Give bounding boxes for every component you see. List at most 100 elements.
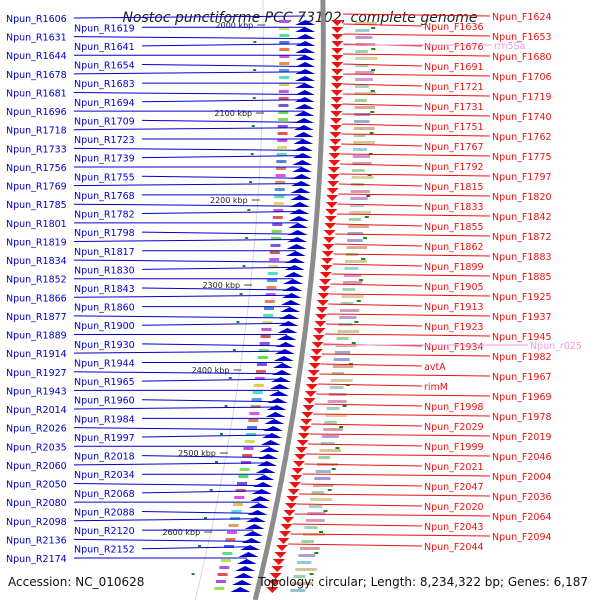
forward-gene-label: Npun_F2094 <box>492 532 552 543</box>
orthology-feature <box>353 127 375 130</box>
forward-label-connector <box>343 33 491 37</box>
gc-mark <box>198 545 201 547</box>
forward-strand-feature <box>287 489 300 495</box>
gc-mark <box>319 531 323 533</box>
orthology-feature <box>349 204 364 207</box>
reverse-strand-feature <box>283 272 304 277</box>
forward-label-connector <box>330 283 423 287</box>
forward-label-connector <box>328 303 423 307</box>
orthology-feature <box>254 377 265 380</box>
orthology-feature <box>308 505 323 508</box>
forward-gene-label: Npun_F1923 <box>424 322 484 333</box>
forward-gene-label: Npun_F1899 <box>424 262 484 273</box>
orthology-feature <box>355 22 377 25</box>
gc-mark <box>251 125 255 127</box>
orthology-feature <box>273 209 284 212</box>
scale-ring <box>194 0 264 600</box>
forward-label-connector <box>337 203 423 207</box>
forward-label-connector <box>339 173 491 177</box>
orthology-feature <box>355 78 373 81</box>
orthology-feature <box>333 358 350 361</box>
forward-label-connector <box>302 473 491 477</box>
forward-label-connector <box>322 353 491 357</box>
orthology-feature <box>279 34 290 37</box>
orthology-feature <box>244 440 255 443</box>
forward-strand-feature <box>331 62 344 68</box>
forward-gene-label: Npun_F2047 <box>424 482 484 493</box>
forward-label-connector <box>341 123 423 127</box>
reverse-gene-label: Npun_R1860 <box>74 303 135 314</box>
forward-strand-feature <box>331 55 344 61</box>
orthology-feature <box>343 274 362 277</box>
forward-strand-feature <box>300 419 313 425</box>
reverse-strand-feature <box>294 104 315 109</box>
forward-gene-label: Npun_F1792 <box>424 162 484 173</box>
gc-mark <box>354 321 359 323</box>
forward-label-connector <box>296 503 423 507</box>
reverse-strand-feature <box>294 111 315 116</box>
rna-gene-label: Npun_r025 <box>530 341 582 352</box>
reverse-gene-label: Npun_R1801 <box>6 219 67 230</box>
reverse-gene-label: Npun_R2088 <box>74 507 135 518</box>
reverse-strand-feature <box>295 27 316 32</box>
orthology-feature <box>355 85 369 88</box>
scale-tick-layer: 2000 kbp 2100 kbp 2200 kbp 2300 kbp 2400 kbp… <box>162 21 266 537</box>
reverse-strand-feature <box>295 20 316 25</box>
orthology-feature <box>327 400 347 403</box>
reverse-label-connector <box>141 175 302 179</box>
gc-mark <box>323 510 328 512</box>
forward-label-connector <box>308 443 423 447</box>
reverse-strand-feature <box>277 328 298 333</box>
gc-mark <box>249 181 253 183</box>
reverse-label-connector <box>141 99 305 103</box>
orthology-feature <box>274 195 285 198</box>
gc-mark <box>356 300 361 302</box>
orthology-feature <box>269 251 280 254</box>
gc-mark <box>359 279 364 281</box>
forward-strand-feature <box>326 195 339 201</box>
reverse-gene-label: Npun_R2068 <box>74 489 135 500</box>
reverse-gene-label: Npun_R2136 <box>6 535 67 546</box>
orthology-feature <box>345 260 367 263</box>
reverse-strand-feature <box>280 300 301 305</box>
forward-strand-feature <box>292 461 305 467</box>
forward-gene-label: Npun_F1833 <box>424 202 484 213</box>
scale-tick-label: 2100 kbp <box>214 109 252 118</box>
reverse-label-connector <box>141 378 281 382</box>
orthology-feature <box>225 538 236 541</box>
orthology-feature <box>243 447 254 450</box>
forward-gene-label: Npun_F1719 <box>492 92 552 103</box>
forward-label-connector <box>336 213 491 217</box>
forward-label-connector <box>342 113 491 117</box>
backbone-layer <box>194 0 326 600</box>
reverse-gene-label: Npun_R1785 <box>6 200 67 211</box>
forward-label-connector <box>341 143 423 147</box>
forward-strand-feature <box>283 510 296 516</box>
forward-gene-label: Npun_F1797 <box>492 172 552 183</box>
orthology-feature <box>252 391 263 394</box>
forward-strand-feature <box>305 384 318 390</box>
orthology-feature <box>304 526 318 529</box>
forward-gene-label: Npun_F2043 <box>424 522 484 533</box>
orthology-feature <box>329 386 344 389</box>
orthology-feature <box>248 419 259 422</box>
reverse-gene-label: Npun_R1889 <box>6 331 67 342</box>
orthology-feature <box>278 118 289 121</box>
reverse-label-connector <box>141 546 250 550</box>
reverse-strand-feature <box>260 440 281 445</box>
orthology-feature <box>326 407 340 410</box>
orthology-feature <box>271 230 282 233</box>
forward-label-connector <box>334 243 423 247</box>
orthology-feature <box>247 426 258 429</box>
forward-label-connector <box>343 63 423 67</box>
scale-tick-label: 2200 kbp <box>210 196 248 205</box>
forward-strand-feature <box>294 454 307 460</box>
forward-strand-feature <box>290 475 303 481</box>
reverse-strand-feature <box>294 97 315 102</box>
orthology-feature <box>216 580 226 583</box>
orthology-feature <box>279 69 290 72</box>
gc-mark <box>348 363 353 365</box>
reverse-strand-feature <box>293 139 314 144</box>
orthology-feature <box>265 293 276 296</box>
forward-gene-label: Npun_F1969 <box>492 392 552 403</box>
